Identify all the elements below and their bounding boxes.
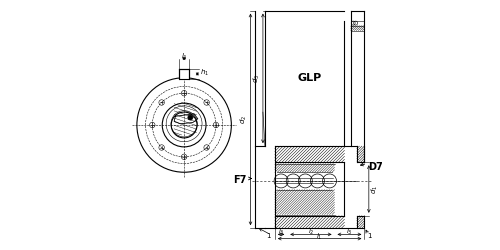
Circle shape <box>188 115 193 120</box>
Text: 1: 1 <box>266 234 271 239</box>
Text: $l_4$: $l_4$ <box>180 52 188 62</box>
Text: $d_3$: $d_3$ <box>252 74 262 83</box>
Bar <box>180 69 189 78</box>
Bar <box>357 146 364 162</box>
Text: $d_1$: $d_1$ <box>370 184 380 194</box>
Text: D7: D7 <box>368 162 383 172</box>
Text: $d_2$: $d_2$ <box>239 115 250 124</box>
Text: $l_1$: $l_1$ <box>316 232 323 242</box>
Bar <box>275 146 344 162</box>
Bar <box>350 26 364 30</box>
Text: F7: F7 <box>234 175 247 185</box>
Text: $h_1$: $h_1$ <box>200 68 209 78</box>
Bar <box>357 216 364 228</box>
Text: $l_3$: $l_3$ <box>346 227 353 237</box>
Bar <box>275 190 334 214</box>
Text: $l_2$: $l_2$ <box>308 227 314 237</box>
Text: GLP: GLP <box>298 74 322 84</box>
Text: $l_3$: $l_3$ <box>278 227 284 237</box>
Bar <box>275 216 344 228</box>
Bar <box>275 164 334 172</box>
Text: 1: 1 <box>368 234 372 239</box>
